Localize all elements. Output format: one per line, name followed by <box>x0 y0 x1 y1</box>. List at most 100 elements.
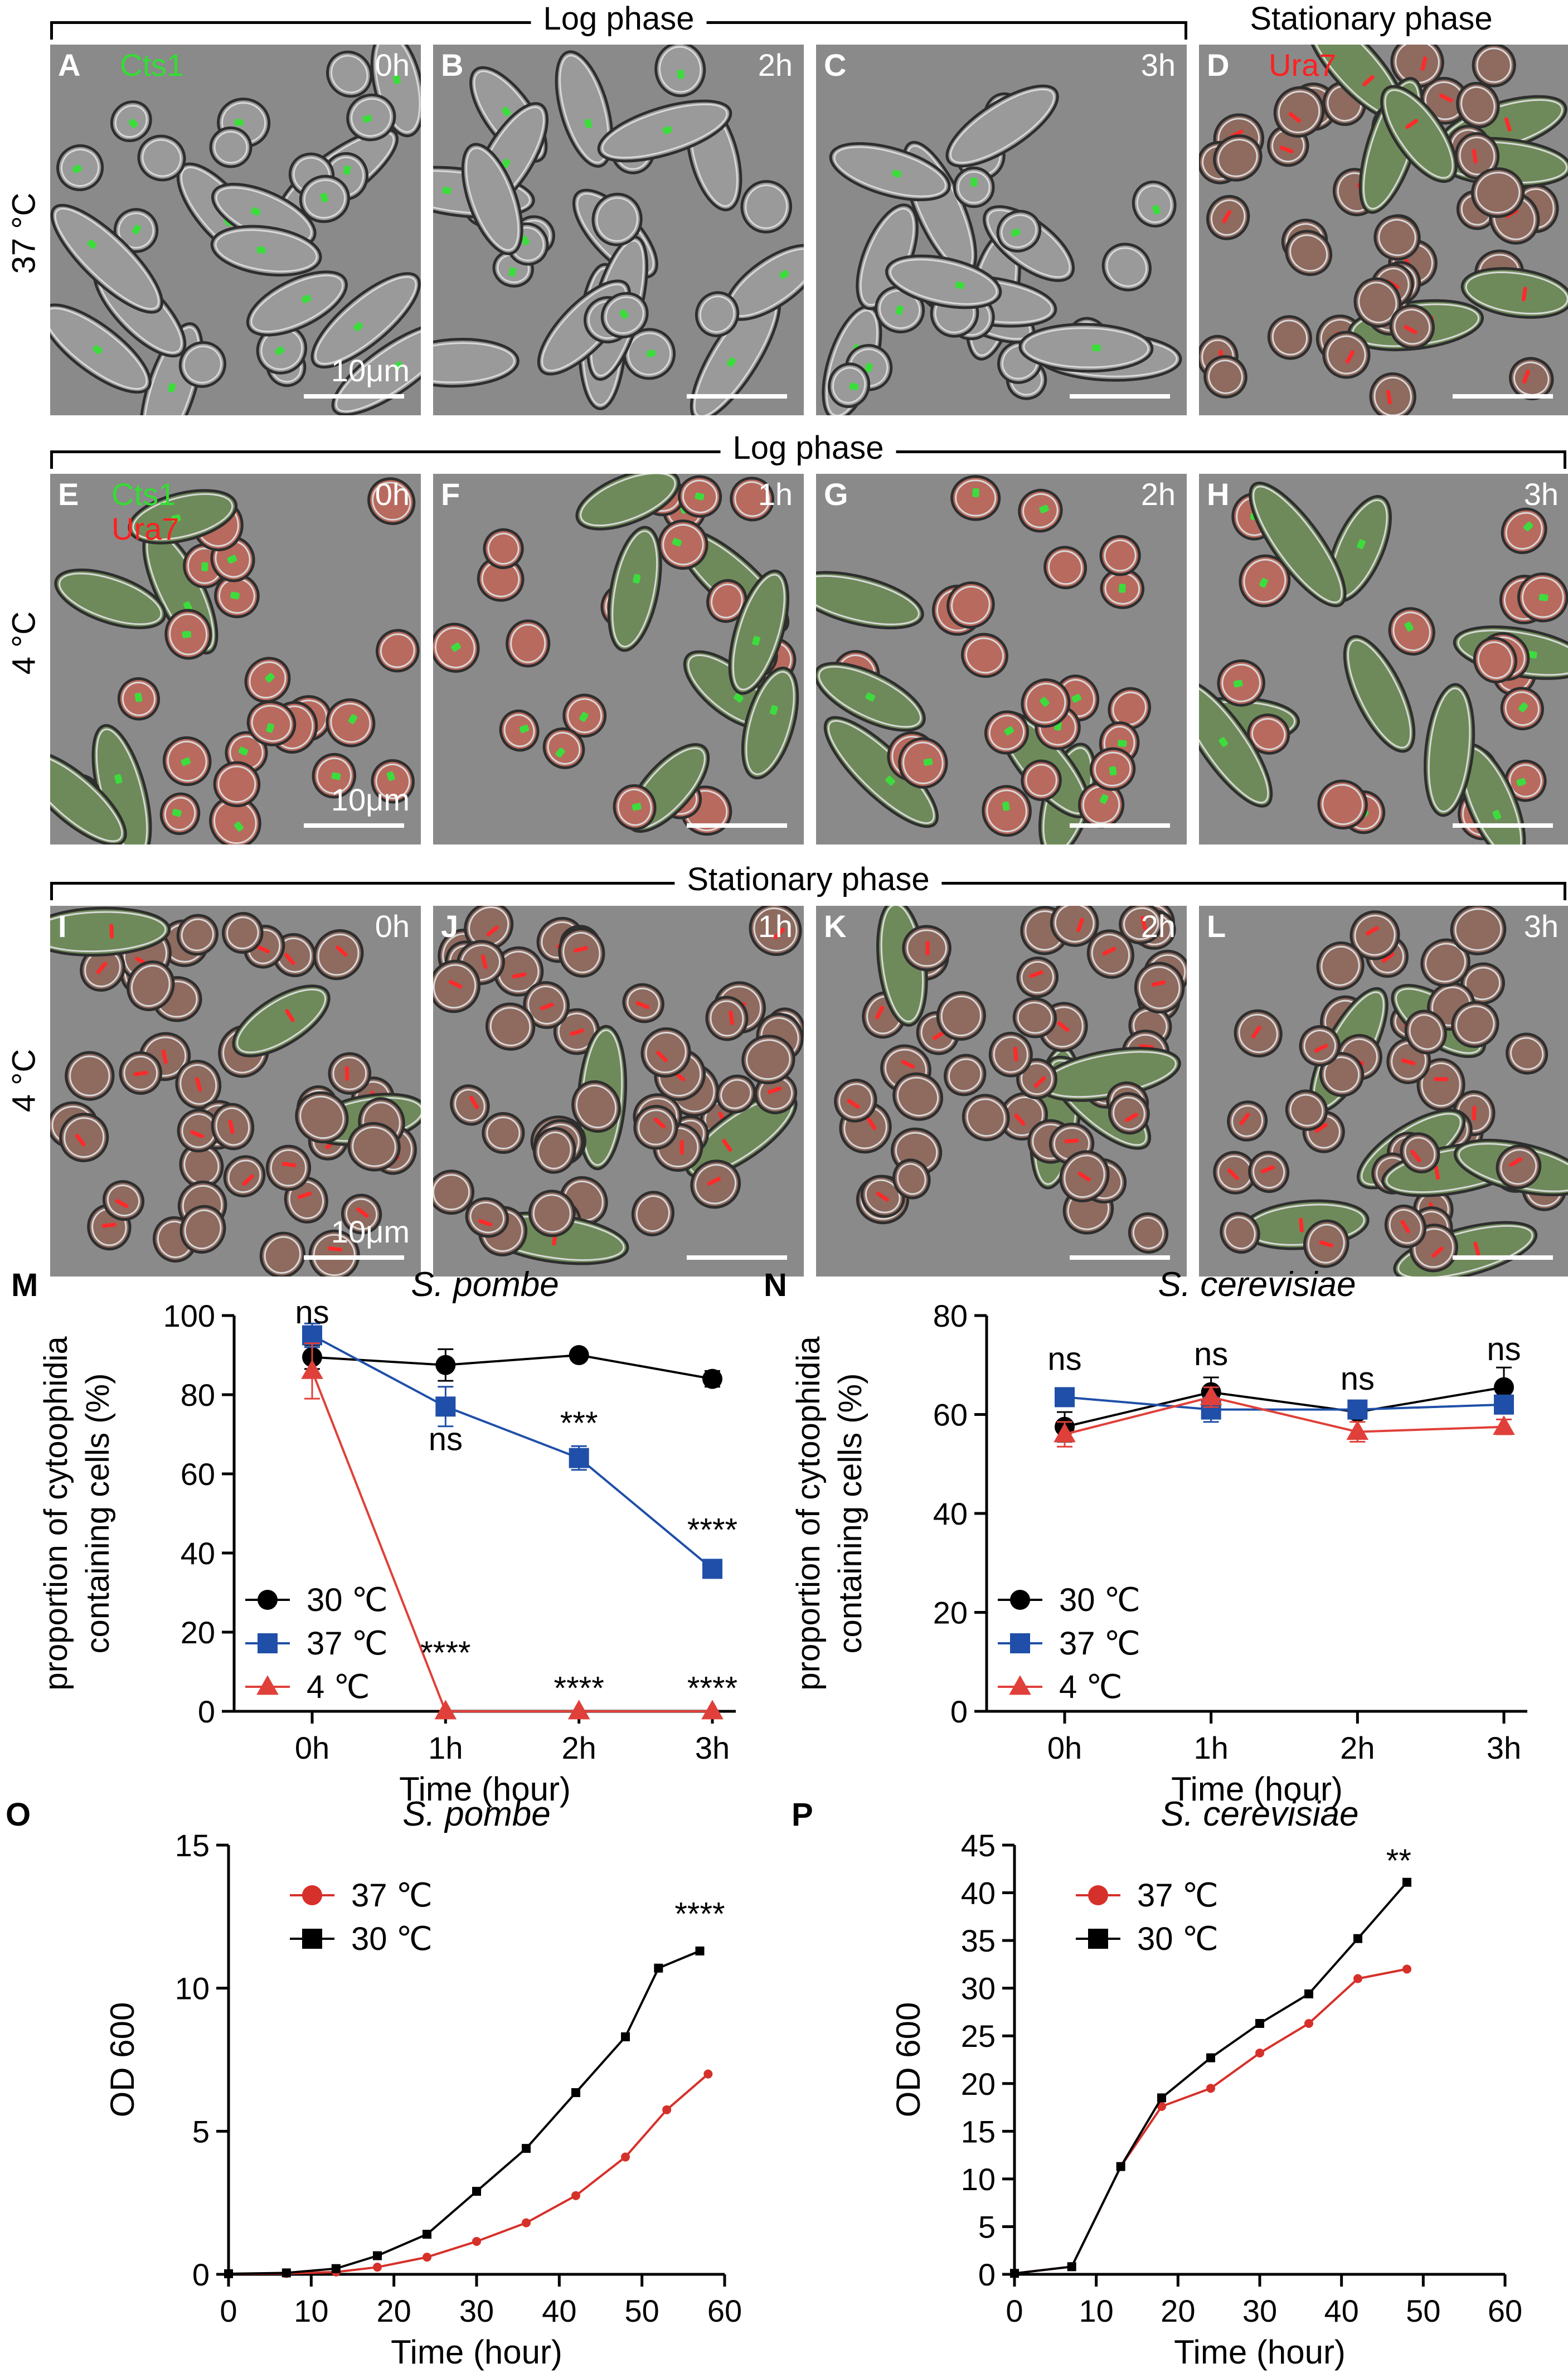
cell <box>177 1109 221 1153</box>
bracket-log-top-label: Log phase <box>531 0 707 37</box>
legend-label: 37 ℃ <box>1059 1625 1140 1662</box>
panel-letter: J <box>441 909 459 944</box>
cell <box>246 700 297 746</box>
cell <box>1239 554 1291 608</box>
cell <box>936 991 986 1041</box>
y-tick-label: 0 <box>950 1694 968 1729</box>
data-point <box>703 2069 713 2079</box>
panel-letter: N <box>764 1267 787 1303</box>
cell <box>984 710 1030 755</box>
cell <box>945 84 1059 168</box>
y-tick-label: 40 <box>181 1536 215 1571</box>
x-tick-label: 50 <box>625 2293 659 2328</box>
cell <box>310 272 421 369</box>
data-point <box>695 1946 705 1955</box>
x-tick-label: 2h <box>1340 1730 1375 1765</box>
data-point <box>1010 1633 1030 1653</box>
panel-letter: I <box>58 909 67 944</box>
cell <box>326 698 376 748</box>
cell <box>950 475 1001 521</box>
micrograph-panel-l: L 3h <box>1199 906 1568 1277</box>
cell <box>962 1094 1010 1142</box>
cell <box>740 179 793 234</box>
y-tick-label: 0 <box>198 1694 215 1729</box>
significance-label: **** <box>687 1512 737 1549</box>
micrograph-panel-a: A 0h Cts1 10μm <box>50 45 421 415</box>
legend-label: 30 ℃ <box>1137 1921 1219 1957</box>
y-axis-label-line2: containing cells (%) <box>80 1374 116 1654</box>
cell <box>1473 637 1517 683</box>
cell <box>209 126 253 168</box>
cell <box>1050 906 1099 947</box>
data-point <box>1157 2093 1166 2103</box>
data-point <box>1255 2049 1264 2058</box>
y-tick-label: 20 <box>961 2066 996 2102</box>
cell <box>1021 678 1071 728</box>
cell <box>728 569 790 695</box>
legend-entry: 4 ℃ <box>245 1669 370 1705</box>
scale-bar <box>304 823 404 828</box>
data-point <box>331 2264 341 2273</box>
legend-label: 30 ℃ <box>307 1582 388 1618</box>
series-0 <box>302 1344 722 1389</box>
cell <box>542 727 585 769</box>
cell <box>1517 572 1568 623</box>
cell <box>1128 1212 1169 1254</box>
cell <box>1086 929 1134 979</box>
x-tick-label: 50 <box>1406 2293 1440 2328</box>
marker-label-cts1: Cts1 <box>120 47 185 82</box>
cell <box>178 341 227 388</box>
series-1 <box>224 1946 705 2278</box>
panel-time: 3h <box>1523 477 1559 512</box>
significance-label: ns <box>295 1294 329 1331</box>
y-tick-label: 100 <box>163 1298 215 1333</box>
cell <box>371 759 415 804</box>
micrograph-cells <box>1213 906 1568 1277</box>
cell <box>222 912 264 954</box>
significance-label: ns <box>1341 1361 1375 1397</box>
cell <box>571 1080 622 1133</box>
cell <box>677 475 722 518</box>
scale-bar <box>1070 1255 1170 1260</box>
x-tick-label: 20 <box>377 2293 411 2328</box>
micrograph-cells <box>1199 45 1568 415</box>
legend-label: 30 ℃ <box>1059 1582 1140 1618</box>
cell <box>613 784 657 831</box>
cell <box>1285 230 1333 276</box>
cell <box>59 1113 109 1162</box>
cell <box>1100 567 1145 609</box>
series-line <box>1064 1386 1504 1428</box>
y-tick-label: 0 <box>192 2257 210 2292</box>
cell <box>1273 86 1325 138</box>
panel-letter: O <box>6 1797 31 1833</box>
series-line <box>312 1334 713 1570</box>
cell <box>1248 1151 1290 1193</box>
x-axis-label: Time (hour) <box>391 2333 562 2371</box>
micrograph-panel-g: G 2h <box>816 474 1187 845</box>
data-point <box>621 2032 630 2041</box>
cell <box>506 619 551 668</box>
cell <box>1303 1219 1349 1268</box>
cell <box>944 1054 987 1096</box>
cell <box>213 761 261 808</box>
cell <box>816 662 926 732</box>
data-point <box>522 2144 531 2153</box>
data-point <box>654 1963 663 1973</box>
data-point <box>1493 1415 1515 1435</box>
series-2 <box>1054 1385 1515 1448</box>
data-point <box>258 1633 278 1653</box>
y-tick-label: 10 <box>175 1971 210 2006</box>
panel-time: 1h <box>758 477 793 512</box>
chart-n: N S. cerevisiae 0 20 40 60 80 0h 1h 2h 3h Time (hou… <box>764 1265 1527 1808</box>
cell <box>1400 1132 1440 1173</box>
panel-letter: A <box>58 47 81 82</box>
cell <box>1016 957 1059 998</box>
panel-time: 2h <box>1140 909 1176 944</box>
x-tick-label: 0 <box>1006 2293 1023 2328</box>
significance-label: *** <box>560 1405 598 1442</box>
micrograph-cells <box>433 906 804 1265</box>
cell <box>716 1074 756 1114</box>
y-axis-label-line1: proportion of cytoophidia <box>38 1336 74 1691</box>
cell <box>1206 195 1250 240</box>
